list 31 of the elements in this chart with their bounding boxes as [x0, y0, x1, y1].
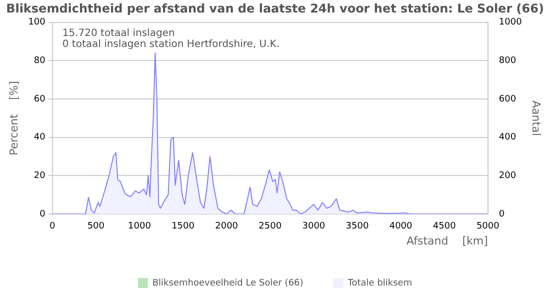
y2-tick-label: 600 [498, 94, 516, 104]
x-tick-label: 2000 [215, 222, 238, 232]
x-tick-label: 2500 [258, 222, 282, 232]
y-tick-label: 0 [40, 209, 46, 220]
y2-axis-title: Aantal [530, 100, 543, 136]
y-tick-label: 100 [28, 18, 46, 28]
x-tick-label: 3500 [346, 222, 369, 232]
y2-tick-label: 0 [498, 209, 505, 220]
x-tick-label: 0 [50, 222, 56, 232]
x-tick-label: 4500 [432, 222, 456, 232]
x-tick-label: 500 [87, 222, 105, 232]
x-tick-label: 3000 [302, 222, 326, 232]
x-tick-label: 4000 [389, 222, 413, 232]
x-axis-title: Afstand [km] [406, 234, 488, 248]
x-tick-label: 1500 [172, 222, 195, 232]
x-tick-label: 5000 [476, 222, 500, 232]
y-tick-label: 80 [34, 56, 46, 66]
annotation: 15.720 totaal inslagen [62, 28, 175, 39]
annotation: 0 totaal inslagen station Hertfordshire, U.K. [62, 38, 280, 50]
y-tick-label: 60 [34, 94, 46, 104]
chart-title: Bliksemdichtheid per afstand van de laatste 24h voor het station: Le Soler (66) [6, 1, 544, 16]
y2-tick-label: 1000 [498, 18, 522, 28]
y2-tick-label: 400 [498, 132, 516, 143]
y-axis-title: Percent [%] [7, 80, 20, 156]
legend-label: Bliksemhoeveelheid Le Soler (66) [152, 278, 304, 288]
x-tick-label: 1000 [128, 222, 152, 232]
y-tick-label: 20 [34, 171, 46, 182]
y-tick-label: 40 [34, 132, 46, 143]
y2-tick-label: 200 [498, 171, 516, 182]
y2-tick-label: 800 [498, 56, 516, 66]
legend-label: Totale bliksem [346, 278, 412, 288]
